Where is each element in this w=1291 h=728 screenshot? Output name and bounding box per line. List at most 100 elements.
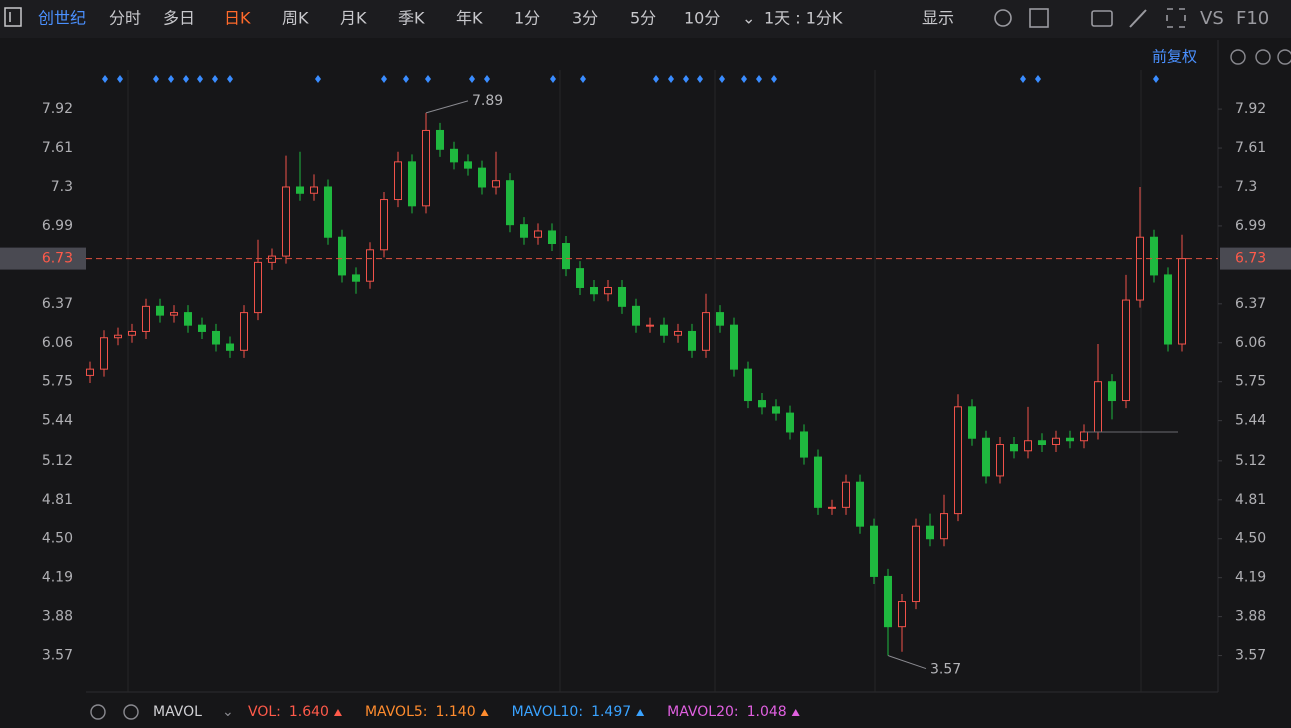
candle-body [926, 525, 934, 540]
indicator-name[interactable]: MAVOL [153, 704, 202, 720]
candle-body [968, 406, 976, 439]
fullscreen-icon[interactable] [1166, 8, 1186, 28]
candle-body [1024, 440, 1032, 452]
f10[interactable]: F10 [1236, 8, 1269, 29]
zoom-in-icon[interactable] [1277, 49, 1291, 65]
candle-body [982, 437, 990, 477]
candle-body [338, 236, 346, 276]
candle-body [660, 324, 668, 336]
symbol[interactable]: 创世纪 [38, 9, 86, 28]
tab[interactable]: 3分 [572, 9, 598, 28]
tab[interactable]: 季K [398, 9, 425, 28]
undo-icon[interactable] [1230, 49, 1246, 65]
tab[interactable]: 年K [456, 9, 483, 28]
candle-body [674, 330, 682, 336]
tab[interactable]: 日K [224, 9, 251, 28]
y-tick-label-right: 5.44 [1235, 413, 1266, 429]
indicator-values: VOL: 1.640 MAVOL5: 1.140 MAVOL10: 1.497 MAVOL2… [248, 704, 800, 720]
y-tick-label: 5.44 [42, 413, 73, 429]
candle-body [1108, 381, 1116, 402]
indicator-close[interactable] [123, 704, 139, 720]
candle-body [268, 255, 276, 263]
candle-body [898, 601, 906, 628]
candle-body [632, 305, 640, 326]
candle-body [688, 330, 696, 351]
interval[interactable]: 1天 : 1分K [764, 9, 843, 28]
candle-body [492, 180, 500, 188]
candle-body [646, 324, 654, 327]
candle-body [198, 324, 206, 332]
checkbox-icon[interactable] [1029, 8, 1049, 28]
draw-icon[interactable] [1129, 9, 1147, 28]
candle-body [436, 129, 444, 150]
camera-icon[interactable] [1091, 10, 1113, 27]
sidebar-toggle[interactable] [4, 7, 22, 27]
tab[interactable]: 分时 [109, 9, 141, 28]
low-label: 3.57 [930, 662, 961, 678]
y-tick-label: 6.99 [42, 218, 73, 234]
indicator-label: MAVOL10: [512, 704, 583, 720]
candle-body [912, 525, 920, 603]
y-tick-label-right: 7.3 [1235, 179, 1257, 195]
candle-body [506, 180, 514, 226]
candle-body [366, 249, 374, 282]
tab[interactable]: 周K [282, 9, 309, 28]
signal-marker [550, 75, 556, 83]
candle-body [1052, 437, 1060, 446]
y-tick-label-right: 7.61 [1235, 140, 1266, 156]
candle-body [1066, 437, 1074, 442]
tab[interactable]: 多日 [163, 9, 195, 28]
candle-body [1080, 431, 1088, 442]
indicator-arrow [636, 709, 645, 716]
candle-body [772, 406, 780, 414]
signal-marker [683, 75, 689, 83]
candle-body [114, 334, 122, 339]
display[interactable]: 显示 [922, 9, 954, 28]
candle-body [1178, 258, 1186, 345]
settings-icon[interactable] [994, 9, 1012, 27]
indicator-arrow[interactable]: ⌄ [222, 704, 234, 720]
candle-body [534, 230, 542, 238]
indicator-settings[interactable] [90, 704, 106, 720]
candle-body [1136, 236, 1144, 301]
candle-body [170, 312, 178, 316]
y-tick-label: 7.61 [42, 140, 73, 156]
tab[interactable]: 1分 [514, 9, 540, 28]
tab[interactable]: 月K [340, 9, 367, 28]
candle-body [562, 243, 570, 270]
y-tick-label-right: 5.12 [1235, 453, 1266, 469]
candle-body [296, 186, 304, 194]
y-tick-label: 7.92 [42, 101, 73, 117]
indicator-value: 1.640 [289, 704, 329, 720]
candle-body [422, 129, 430, 207]
candle-body [450, 148, 458, 163]
last-price-box [1220, 247, 1291, 270]
y-tick-label: 6.37 [42, 296, 73, 312]
tab[interactable]: 10分 [684, 9, 720, 28]
candle-body [380, 199, 388, 251]
signal-marker [168, 75, 174, 83]
signal-marker [117, 75, 123, 83]
zoom-out-icon[interactable] [1255, 49, 1271, 65]
candle-body [954, 406, 962, 515]
tab[interactable]: 5分 [630, 9, 656, 28]
y-tick-label-right: 4.50 [1235, 531, 1266, 547]
y-tick-label: 3.88 [42, 609, 73, 625]
signal-marker [102, 75, 108, 83]
adjust[interactable]: 前复权 [1152, 48, 1197, 66]
candle-body [394, 161, 402, 201]
y-tick-label: 3.57 [42, 648, 73, 664]
more-arrow[interactable]: ⌄ [742, 9, 755, 28]
candle-body [548, 230, 556, 245]
y-tick-label-right: 3.88 [1235, 609, 1266, 625]
candle-body [814, 456, 822, 508]
vs[interactable]: VS [1200, 8, 1224, 29]
signal-marker [668, 75, 674, 83]
indicator-value: 1.140 [436, 704, 476, 720]
candle-body [86, 368, 94, 376]
candle-body [1122, 299, 1130, 402]
candle-body [226, 343, 234, 351]
candle-body [310, 186, 318, 194]
signal-marker [756, 75, 762, 83]
signal-marker [580, 75, 586, 83]
